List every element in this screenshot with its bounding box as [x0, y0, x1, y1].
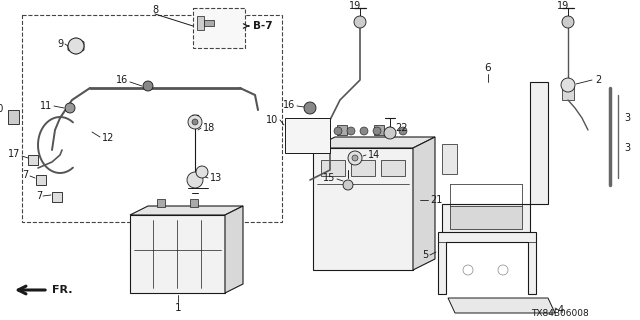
Circle shape — [334, 127, 342, 135]
Polygon shape — [68, 38, 84, 54]
Polygon shape — [448, 298, 555, 313]
Circle shape — [562, 16, 574, 28]
Circle shape — [373, 127, 381, 135]
Circle shape — [304, 102, 316, 114]
Circle shape — [188, 115, 202, 129]
Bar — [36, 175, 46, 185]
Circle shape — [143, 81, 153, 91]
Text: 2: 2 — [595, 75, 601, 85]
Polygon shape — [313, 148, 413, 270]
Text: 15: 15 — [323, 173, 335, 183]
Circle shape — [196, 166, 208, 178]
Text: 16: 16 — [116, 75, 128, 85]
Circle shape — [360, 127, 368, 135]
Polygon shape — [562, 85, 574, 100]
Text: TX84B06008: TX84B06008 — [531, 308, 589, 317]
Polygon shape — [413, 137, 435, 270]
Text: 13: 13 — [210, 173, 222, 183]
Text: 19: 19 — [349, 1, 361, 11]
Circle shape — [347, 127, 355, 135]
Polygon shape — [225, 206, 243, 293]
Text: 7: 7 — [36, 191, 42, 201]
Circle shape — [399, 127, 407, 135]
Text: 12: 12 — [102, 133, 115, 143]
Polygon shape — [204, 20, 214, 26]
Polygon shape — [130, 215, 225, 293]
Text: 16: 16 — [283, 100, 295, 110]
Text: 3: 3 — [624, 113, 630, 123]
Circle shape — [343, 180, 353, 190]
Text: 9: 9 — [57, 39, 63, 49]
Text: FR.: FR. — [52, 285, 72, 295]
Text: 1: 1 — [175, 303, 181, 313]
Bar — [28, 155, 38, 165]
Circle shape — [68, 38, 84, 54]
Polygon shape — [157, 199, 165, 207]
Text: 7: 7 — [22, 170, 28, 180]
Polygon shape — [442, 82, 548, 234]
Bar — [381, 160, 405, 176]
Circle shape — [352, 155, 358, 161]
Text: 6: 6 — [484, 63, 492, 73]
Text: 8: 8 — [152, 5, 158, 15]
Polygon shape — [197, 16, 204, 30]
Bar — [52, 192, 62, 202]
Bar — [193, 8, 245, 48]
Polygon shape — [313, 137, 435, 148]
Bar — [321, 160, 345, 176]
Text: 14: 14 — [368, 150, 380, 160]
Polygon shape — [438, 232, 536, 294]
Polygon shape — [190, 199, 198, 207]
Circle shape — [65, 103, 75, 113]
Text: 19: 19 — [557, 1, 569, 11]
Text: 17: 17 — [8, 149, 20, 159]
Text: 18: 18 — [203, 123, 215, 133]
Circle shape — [354, 16, 366, 28]
Polygon shape — [442, 144, 457, 174]
Text: 11: 11 — [40, 101, 52, 111]
Polygon shape — [374, 125, 384, 135]
Circle shape — [192, 119, 198, 125]
Text: 20: 20 — [0, 104, 4, 114]
Bar — [285, 118, 330, 153]
Text: B-7: B-7 — [253, 21, 273, 31]
Text: 3: 3 — [624, 143, 630, 153]
Text: 22: 22 — [395, 123, 408, 133]
Text: 4: 4 — [558, 305, 564, 315]
Polygon shape — [130, 206, 243, 215]
Circle shape — [348, 151, 362, 165]
Bar — [22, 15, 282, 222]
Text: 10: 10 — [266, 115, 278, 125]
Bar — [8, 110, 19, 124]
Circle shape — [386, 127, 394, 135]
Polygon shape — [450, 206, 522, 229]
Circle shape — [187, 172, 203, 188]
Bar — [351, 160, 375, 176]
Text: 5: 5 — [422, 250, 428, 260]
Text: 21: 21 — [430, 195, 442, 205]
Circle shape — [384, 127, 396, 139]
Circle shape — [561, 78, 575, 92]
Polygon shape — [337, 125, 347, 135]
